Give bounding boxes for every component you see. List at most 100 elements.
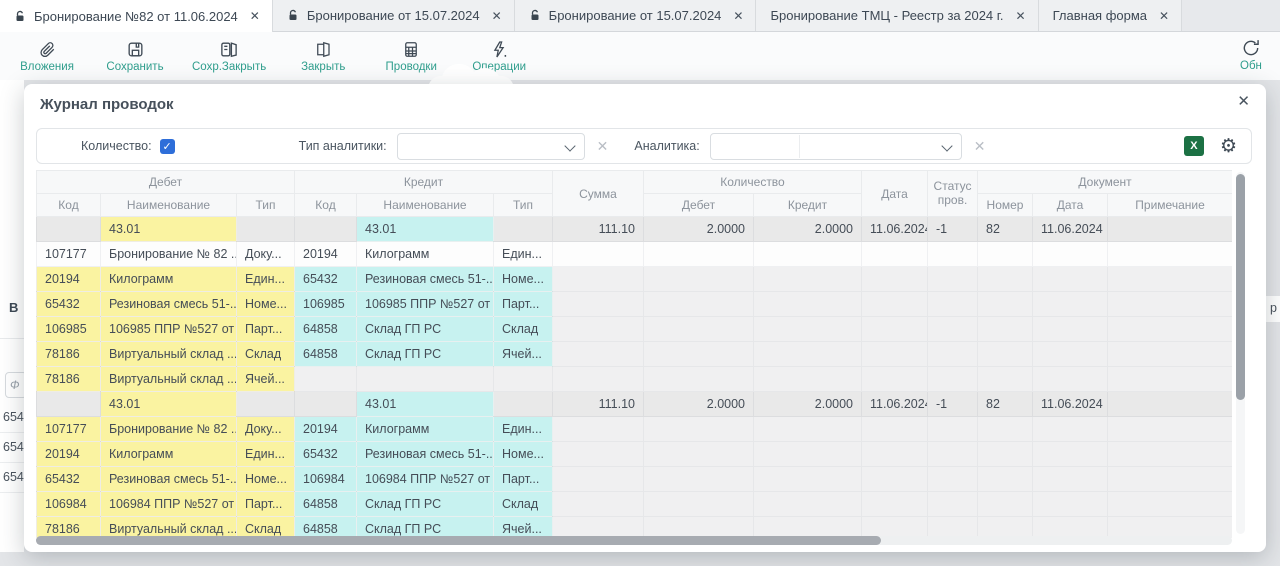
cell-c-name[interactable]: Резиновая смесь 51-... — [356, 266, 494, 292]
tab-booking-1507-b[interactable]: Бронирование от 15.07.2024 ✕ — [514, 0, 757, 31]
cell-status[interactable] — [927, 366, 979, 392]
cell-d-name[interactable]: Резиновая смесь 51-... — [100, 291, 237, 317]
cell-doc-date[interactable] — [1032, 241, 1109, 267]
cell-d-name[interactable]: 43.01 — [100, 216, 237, 242]
cell-note[interactable] — [1107, 516, 1232, 538]
cell-status[interactable] — [927, 491, 979, 517]
cell-sum[interactable] — [552, 466, 644, 492]
horizontal-scrollbar-thumb[interactable] — [36, 536, 881, 545]
cell-qty-debit[interactable] — [643, 441, 754, 467]
cell-note[interactable] — [1107, 466, 1232, 492]
cell-d-type[interactable]: Един... — [236, 266, 295, 292]
cell-qty-credit[interactable] — [752, 516, 863, 538]
attachments-button[interactable]: Вложения — [16, 39, 78, 73]
cell-d-code[interactable]: 106985 — [36, 316, 101, 342]
cell-note[interactable] — [1107, 391, 1232, 417]
cell-date[interactable] — [861, 466, 929, 492]
cell-doc-number[interactable] — [977, 241, 1034, 267]
cell-c-code[interactable]: 20194 — [294, 416, 357, 442]
tab-close-icon[interactable]: ✕ — [1159, 8, 1170, 23]
cell-c-code[interactable] — [294, 366, 357, 392]
cell-doc-date[interactable]: 11.06.2024 — [1032, 216, 1109, 242]
cell-c-name[interactable]: 43.01 — [356, 391, 494, 417]
cell-date[interactable] — [861, 441, 929, 467]
cell-d-name[interactable]: Виртуальный склад ... — [100, 366, 237, 392]
cell-sum[interactable] — [552, 416, 644, 442]
cell-d-type[interactable]: Склад — [236, 341, 295, 367]
cell-doc-number[interactable] — [977, 291, 1034, 317]
cell-c-code[interactable]: 106985 — [294, 291, 357, 317]
cell-date[interactable]: 11.06.2024 — [861, 391, 929, 417]
detail-row[interactable]: 107177 Бронирование № 82 ... Доку... 20194 К… — [36, 416, 1232, 442]
cell-c-name[interactable]: Килограмм — [356, 416, 494, 442]
tab-registry-2024[interactable]: Бронирование ТМЦ - Реестр за 2024 г. ✕ — [756, 0, 1039, 31]
cell-status[interactable] — [927, 416, 979, 442]
cell-sum[interactable] — [552, 516, 644, 538]
cell-doc-date[interactable] — [1032, 266, 1109, 292]
cell-qty-credit[interactable] — [752, 241, 863, 267]
cell-qty-debit[interactable] — [643, 516, 754, 538]
detail-row[interactable]: 106985 106985 ППР №527 от ... Парт... 64858… — [36, 316, 1232, 342]
cell-date[interactable] — [861, 266, 929, 292]
cell-status[interactable] — [927, 341, 979, 367]
cell-sum[interactable] — [552, 291, 644, 317]
cell-d-name[interactable]: Резиновая смесь 51-... — [100, 466, 237, 492]
cell-qty-debit[interactable] — [643, 291, 754, 317]
detail-row[interactable]: 78186 Виртуальный склад ... Склад 64858 Скла… — [36, 341, 1232, 367]
analytics-type-select[interactable] — [396, 132, 585, 160]
cell-note[interactable] — [1107, 266, 1232, 292]
cell-doc-number[interactable] — [977, 466, 1034, 492]
cell-d-code[interactable]: 65432 — [36, 291, 101, 317]
cell-date[interactable] — [861, 516, 929, 538]
cell-c-code[interactable] — [294, 216, 357, 242]
detail-row[interactable]: 65432 Резиновая смесь 51-... Номе... 106985… — [36, 291, 1232, 317]
cell-qty-credit[interactable] — [752, 291, 863, 317]
summary-row[interactable]: 43.01 43.01 111.10 2.0000 2.0000 11.06.2024 -1… — [36, 216, 1232, 242]
close-button[interactable]: Закрыть — [292, 39, 354, 73]
cell-sum[interactable] — [552, 491, 644, 517]
cell-c-name[interactable]: 106984 ППР №527 от ... — [356, 466, 494, 492]
tab-booking-82[interactable]: Бронирование №82 от 11.06.2024 ✕ — [0, 0, 273, 32]
cell-d-code[interactable]: 107177 — [36, 416, 101, 442]
cell-doc-date[interactable] — [1032, 416, 1109, 442]
cell-d-type[interactable]: Парт... — [236, 491, 295, 517]
cell-date[interactable] — [861, 491, 929, 517]
cell-c-name[interactable]: Резиновая смесь 51-... — [356, 441, 494, 467]
cell-c-name[interactable]: Килограмм — [356, 241, 494, 267]
cell-sum[interactable]: 111.10 — [552, 391, 644, 417]
cell-d-type[interactable]: Парт... — [236, 316, 295, 342]
cell-doc-number[interactable]: 82 — [977, 391, 1034, 417]
cell-c-code[interactable]: 65432 — [294, 441, 357, 467]
cell-d-code[interactable]: 78186 — [36, 366, 101, 392]
cell-d-code[interactable]: 106984 — [36, 491, 101, 517]
cell-sum[interactable] — [552, 366, 644, 392]
cell-doc-date[interactable] — [1032, 366, 1109, 392]
summary-row[interactable]: 43.01 43.01 111.10 2.0000 2.0000 11.06.2024 -1… — [36, 391, 1232, 417]
excel-export-icon[interactable]: X — [1183, 136, 1204, 156]
cell-d-name[interactable]: Килограмм — [100, 266, 237, 292]
cell-qty-credit[interactable]: 2.0000 — [752, 216, 863, 242]
cell-doc-number[interactable] — [977, 491, 1034, 517]
cell-c-code[interactable]: 64858 — [294, 516, 357, 538]
cell-date[interactable] — [861, 241, 929, 267]
cell-status[interactable] — [927, 441, 979, 467]
cell-sum[interactable]: 111.10 — [552, 216, 644, 242]
cell-doc-number[interactable] — [977, 266, 1034, 292]
cell-c-code[interactable]: 64858 — [294, 316, 357, 342]
cell-sum[interactable] — [552, 266, 644, 292]
tab-close-icon[interactable]: ✕ — [249, 9, 260, 23]
cell-qty-credit[interactable] — [752, 366, 863, 392]
cell-d-type[interactable]: Един... — [236, 441, 295, 467]
save-button[interactable]: Сохранить — [104, 39, 166, 73]
cell-d-type[interactable]: Ячей... — [236, 366, 295, 392]
cell-qty-credit[interactable] — [752, 441, 863, 467]
cell-d-name[interactable]: Бронирование № 82 ... — [100, 416, 237, 442]
cell-d-name[interactable]: Виртуальный склад ... — [100, 341, 237, 367]
cell-d-code[interactable]: 107177 — [36, 241, 101, 267]
cell-c-type[interactable]: Един... — [493, 416, 553, 442]
cell-qty-credit[interactable] — [752, 316, 863, 342]
vertical-scrollbar[interactable] — [1236, 172, 1245, 534]
tab-main-form[interactable]: Главная форма ✕ — [1038, 0, 1183, 31]
cell-note[interactable] — [1107, 441, 1232, 467]
cell-qty-debit[interactable] — [643, 241, 754, 267]
